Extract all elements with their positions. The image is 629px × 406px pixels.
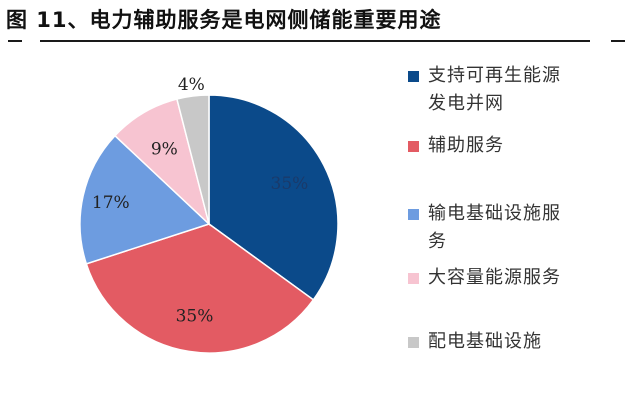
- title-rule-right: [611, 40, 625, 42]
- legend-swatch: [408, 71, 419, 82]
- legend-label: 输电基础设施服 务: [428, 200, 618, 256]
- pie-slices: [79, 94, 339, 354]
- pie-labels: 35% 35% 17% 9% 4%: [92, 75, 308, 327]
- title-rule-left: [8, 40, 22, 42]
- legend-label-line: 支持可再生能源: [428, 65, 561, 86]
- legend-label: 配电基础设施: [428, 328, 618, 356]
- pie-slice: [176, 94, 210, 225]
- figure-title: 图 11、电力辅助服务是电网侧储能重要用途: [6, 8, 442, 32]
- legend-swatch: [408, 141, 419, 152]
- legend-label-line: 输电基础设施服: [428, 203, 561, 224]
- legend-label: 支持可再生能源 发电并网: [428, 62, 618, 118]
- legend-swatch: [408, 337, 419, 348]
- legend-label-line: 发电并网: [428, 93, 504, 114]
- legend-label: 辅助服务: [428, 132, 618, 160]
- pie-slice-label: 4%: [178, 75, 205, 95]
- pie-slice: [85, 223, 315, 354]
- pie-slice-label: 17%: [92, 193, 130, 213]
- legend-swatch: [408, 273, 419, 284]
- pie-slice: [208, 94, 339, 301]
- legend-label: 大容量能源服务: [428, 264, 618, 292]
- pie-slice-label: 35%: [176, 307, 214, 327]
- pie-slice-label: 9%: [151, 139, 178, 159]
- legend-label-line: 务: [428, 231, 447, 252]
- legend-label-line: 大容量能源服务: [428, 267, 561, 288]
- legend-label-line: 辅助服务: [428, 135, 504, 156]
- legend-label-line: 配电基础设施: [428, 331, 542, 352]
- pie-slice-label: 35%: [271, 174, 309, 194]
- title-rule: [40, 40, 590, 42]
- legend-swatch: [408, 209, 419, 220]
- pie-slice: [79, 134, 211, 265]
